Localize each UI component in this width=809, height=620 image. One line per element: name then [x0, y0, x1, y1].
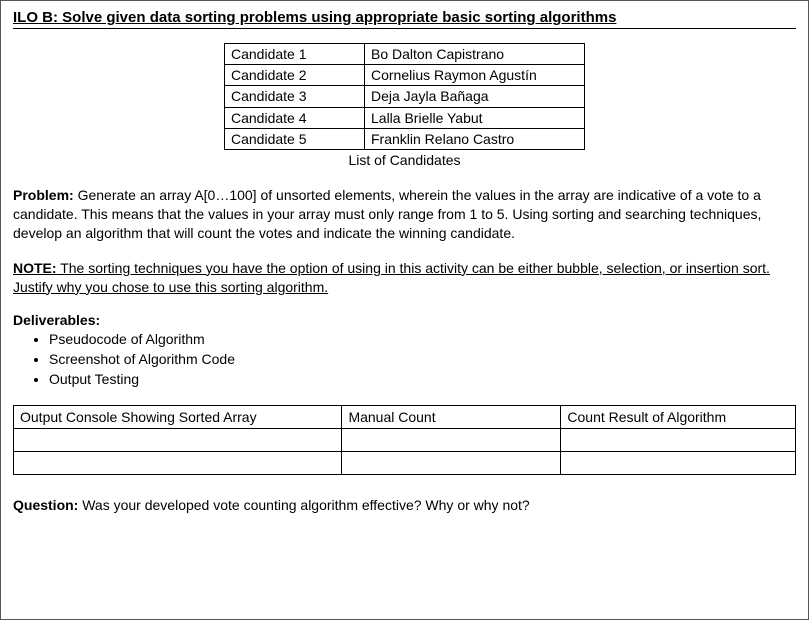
- note-text: The sorting techniques you have the opti…: [13, 260, 770, 295]
- question-paragraph: Question: Was your developed vote counti…: [13, 497, 796, 513]
- output-header-cell: Output Console Showing Sorted Array: [14, 406, 342, 429]
- candidate-key-cell: Candidate 3: [225, 86, 365, 107]
- list-item: Screenshot of Algorithm Code: [49, 350, 796, 370]
- output-table: Output Console Showing Sorted ArrayManua…: [13, 405, 796, 475]
- candidate-key-cell: Candidate 5: [225, 128, 365, 149]
- candidate-key-cell: Candidate 1: [225, 44, 365, 65]
- output-empty-cell: [14, 452, 342, 475]
- candidates-section: Candidate 1Bo Dalton CapistranoCandidate…: [13, 43, 796, 168]
- candidate-name-cell: Deja Jayla Bañaga: [365, 86, 585, 107]
- output-header-cell: Count Result of Algorithm: [561, 406, 796, 429]
- table-row: [14, 429, 796, 452]
- candidate-key-cell: Candidate 2: [225, 65, 365, 86]
- candidate-name-cell: Franklin Relano Castro: [365, 128, 585, 149]
- output-empty-cell: [14, 429, 342, 452]
- output-empty-cell: [342, 452, 561, 475]
- table-row: Candidate 2Cornelius Raymon Agustín: [225, 65, 585, 86]
- table-row: Candidate 3Deja Jayla Bañaga: [225, 86, 585, 107]
- table-row: Candidate 4Lalla Brielle Yabut: [225, 107, 585, 128]
- list-item: Pseudocode of Algorithm: [49, 330, 796, 350]
- question-label: Question:: [13, 497, 78, 513]
- deliverables-label: Deliverables:: [13, 312, 796, 328]
- table-row: Output Console Showing Sorted ArrayManua…: [14, 406, 796, 429]
- candidate-name-cell: Cornelius Raymon Agustín: [365, 65, 585, 86]
- page-title: ILO B: Solve given data sorting problems…: [13, 9, 796, 29]
- output-empty-cell: [561, 429, 796, 452]
- candidates-table: Candidate 1Bo Dalton CapistranoCandidate…: [224, 43, 585, 150]
- table-row: Candidate 5Franklin Relano Castro: [225, 128, 585, 149]
- candidate-name-cell: Bo Dalton Capistrano: [365, 44, 585, 65]
- candidate-key-cell: Candidate 4: [225, 107, 365, 128]
- output-empty-cell: [561, 452, 796, 475]
- table-row: Candidate 1Bo Dalton Capistrano: [225, 44, 585, 65]
- candidates-caption: List of Candidates: [348, 152, 460, 168]
- note-label: NOTE:: [13, 260, 57, 276]
- candidate-name-cell: Lalla Brielle Yabut: [365, 107, 585, 128]
- note-paragraph: NOTE: The sorting techniques you have th…: [13, 259, 796, 297]
- problem-text: Generate an array A[0…100] of unsorted e…: [13, 187, 761, 241]
- output-empty-cell: [342, 429, 561, 452]
- list-item: Output Testing: [49, 370, 796, 390]
- deliverables-list: Pseudocode of AlgorithmScreenshot of Alg…: [49, 330, 796, 389]
- output-header-cell: Manual Count: [342, 406, 561, 429]
- table-row: [14, 452, 796, 475]
- problem-label: Problem:: [13, 187, 74, 203]
- question-text: Was your developed vote counting algorit…: [78, 497, 529, 513]
- problem-paragraph: Problem: Generate an array A[0…100] of u…: [13, 186, 796, 243]
